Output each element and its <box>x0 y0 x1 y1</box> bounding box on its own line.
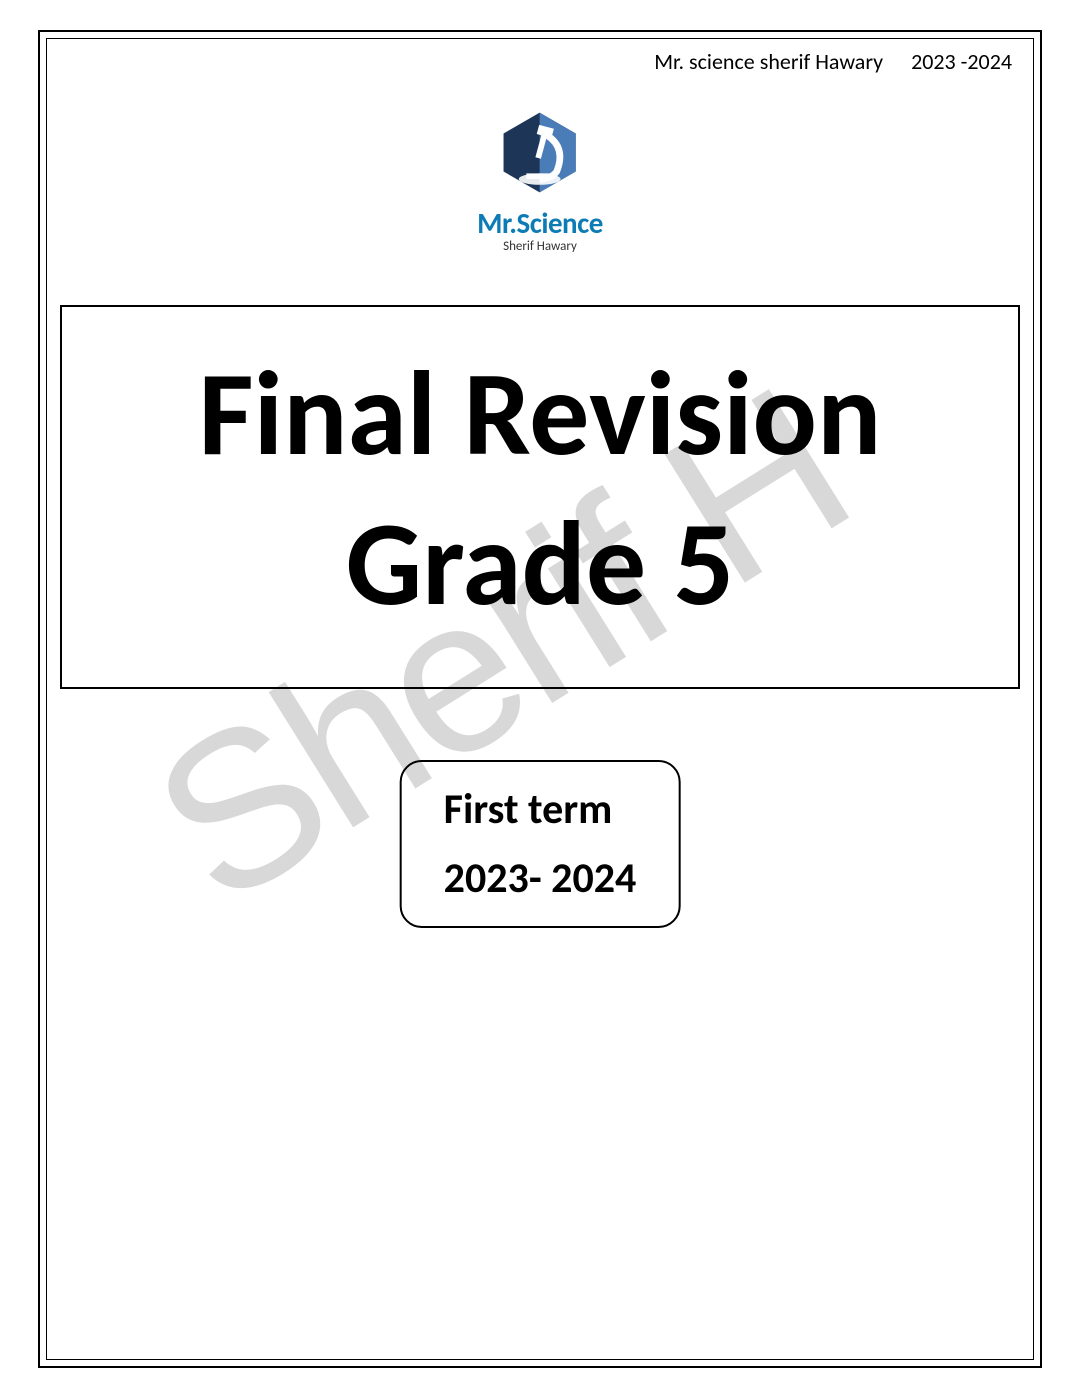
term-line1: First term <box>444 784 637 835</box>
logo-subtitle: Sherif Hawary <box>503 239 577 254</box>
main-title-line2: Grade 5 <box>82 486 998 642</box>
logo-container: Mr.Science Sherif Hawary <box>477 105 603 254</box>
logo-title: Mr.Science <box>477 205 603 241</box>
header-year: 2023 -2024 <box>911 48 1012 75</box>
microscope-hexagon-logo-icon <box>493 105 588 200</box>
main-title-box: Final Revision Grade 5 <box>60 305 1020 689</box>
header-author: Mr. science sherif Hawary <box>654 48 883 75</box>
term-box: First term 2023- 2024 <box>400 760 681 928</box>
page-header: Mr. science sherif Hawary 2023 -2024 <box>654 48 1012 75</box>
term-line2: 2023- 2024 <box>444 853 637 904</box>
main-title-line1: Final Revision <box>82 342 998 486</box>
